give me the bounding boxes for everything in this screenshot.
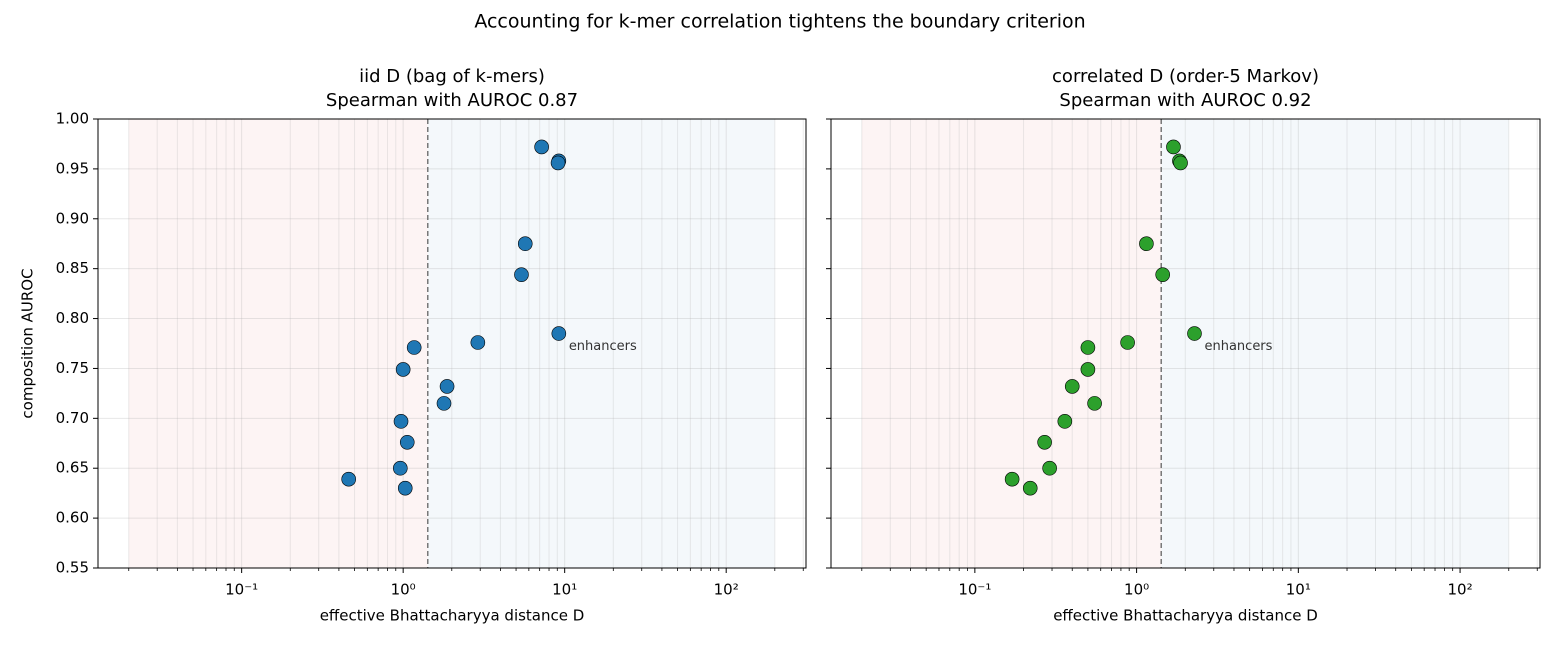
x-axis-label: effective Bhattacharyya distance D	[320, 607, 585, 625]
point	[392, 460, 408, 476]
point	[1187, 326, 1202, 341]
y-tick-label: 0.95	[56, 159, 89, 177]
plot-frame	[97, 118, 807, 569]
y-tick-label: 0.90	[56, 209, 89, 227]
y-tick-label: 0.55	[56, 559, 89, 577]
figure-title: Accounting for k-mer correlation tighten…	[474, 11, 1085, 33]
point	[399, 434, 415, 450]
point	[1004, 471, 1020, 487]
y-tick-label: 0.85	[56, 259, 89, 277]
y-axis-label: composition AUROC	[19, 268, 37, 418]
x-tick-label: 10¹	[552, 581, 577, 599]
point	[470, 335, 486, 350]
subplot-title: iid D (bag of k-mers)	[359, 66, 545, 87]
x-tick-label: 10²	[1448, 581, 1473, 599]
annotation: enhancers	[1204, 339, 1272, 354]
point	[1057, 414, 1073, 429]
point	[1173, 155, 1188, 171]
y-tick-label: 1.00	[56, 110, 89, 128]
point	[551, 326, 567, 341]
point	[534, 139, 549, 155]
subplot-subtitle: Spearman with AUROC 0.92	[1059, 90, 1311, 111]
point	[1155, 267, 1170, 282]
point	[1087, 396, 1102, 411]
x-tick-label: 10⁻¹	[958, 581, 991, 599]
point	[1139, 236, 1154, 252]
shaded-region	[427, 119, 775, 568]
shaded-region	[1161, 119, 1509, 568]
y-tick-label: 0.75	[56, 359, 89, 377]
point	[550, 155, 566, 171]
y-tick-label: 0.65	[56, 459, 89, 477]
point	[1080, 340, 1096, 355]
point	[436, 396, 452, 411]
point	[439, 379, 455, 394]
shaded-region	[128, 119, 428, 568]
x-tick-label: 10⁻¹	[225, 581, 258, 599]
point	[1166, 139, 1181, 155]
point	[1080, 362, 1096, 377]
y-tick-label: 0.80	[56, 309, 89, 327]
x-axis-label: effective Bhattacharyya distance D	[1053, 607, 1318, 625]
point	[1120, 335, 1135, 350]
subplot-subtitle: Spearman with AUROC 0.87	[326, 90, 578, 111]
y-tick-label: 0.70	[56, 409, 89, 427]
point	[1022, 480, 1038, 496]
x-tick-label: 10²	[714, 581, 739, 599]
point	[395, 362, 411, 377]
point	[1037, 434, 1052, 450]
subplot-title: correlated D (order-5 Markov)	[1052, 66, 1319, 87]
point	[393, 414, 409, 429]
point	[517, 236, 533, 252]
annotation: enhancers	[569, 339, 637, 354]
x-tick-label: 10¹	[1286, 581, 1311, 599]
point	[514, 267, 529, 282]
x-tick-label: 10⁰	[391, 581, 416, 599]
point	[1064, 379, 1080, 394]
y-tick-label: 0.60	[56, 509, 89, 527]
x-tick-label: 10⁰	[1124, 581, 1149, 599]
point	[341, 471, 356, 487]
point	[406, 340, 422, 355]
plot-frame	[830, 118, 1541, 569]
shaded-region	[861, 119, 1162, 568]
point	[397, 480, 413, 496]
point	[1042, 460, 1057, 476]
